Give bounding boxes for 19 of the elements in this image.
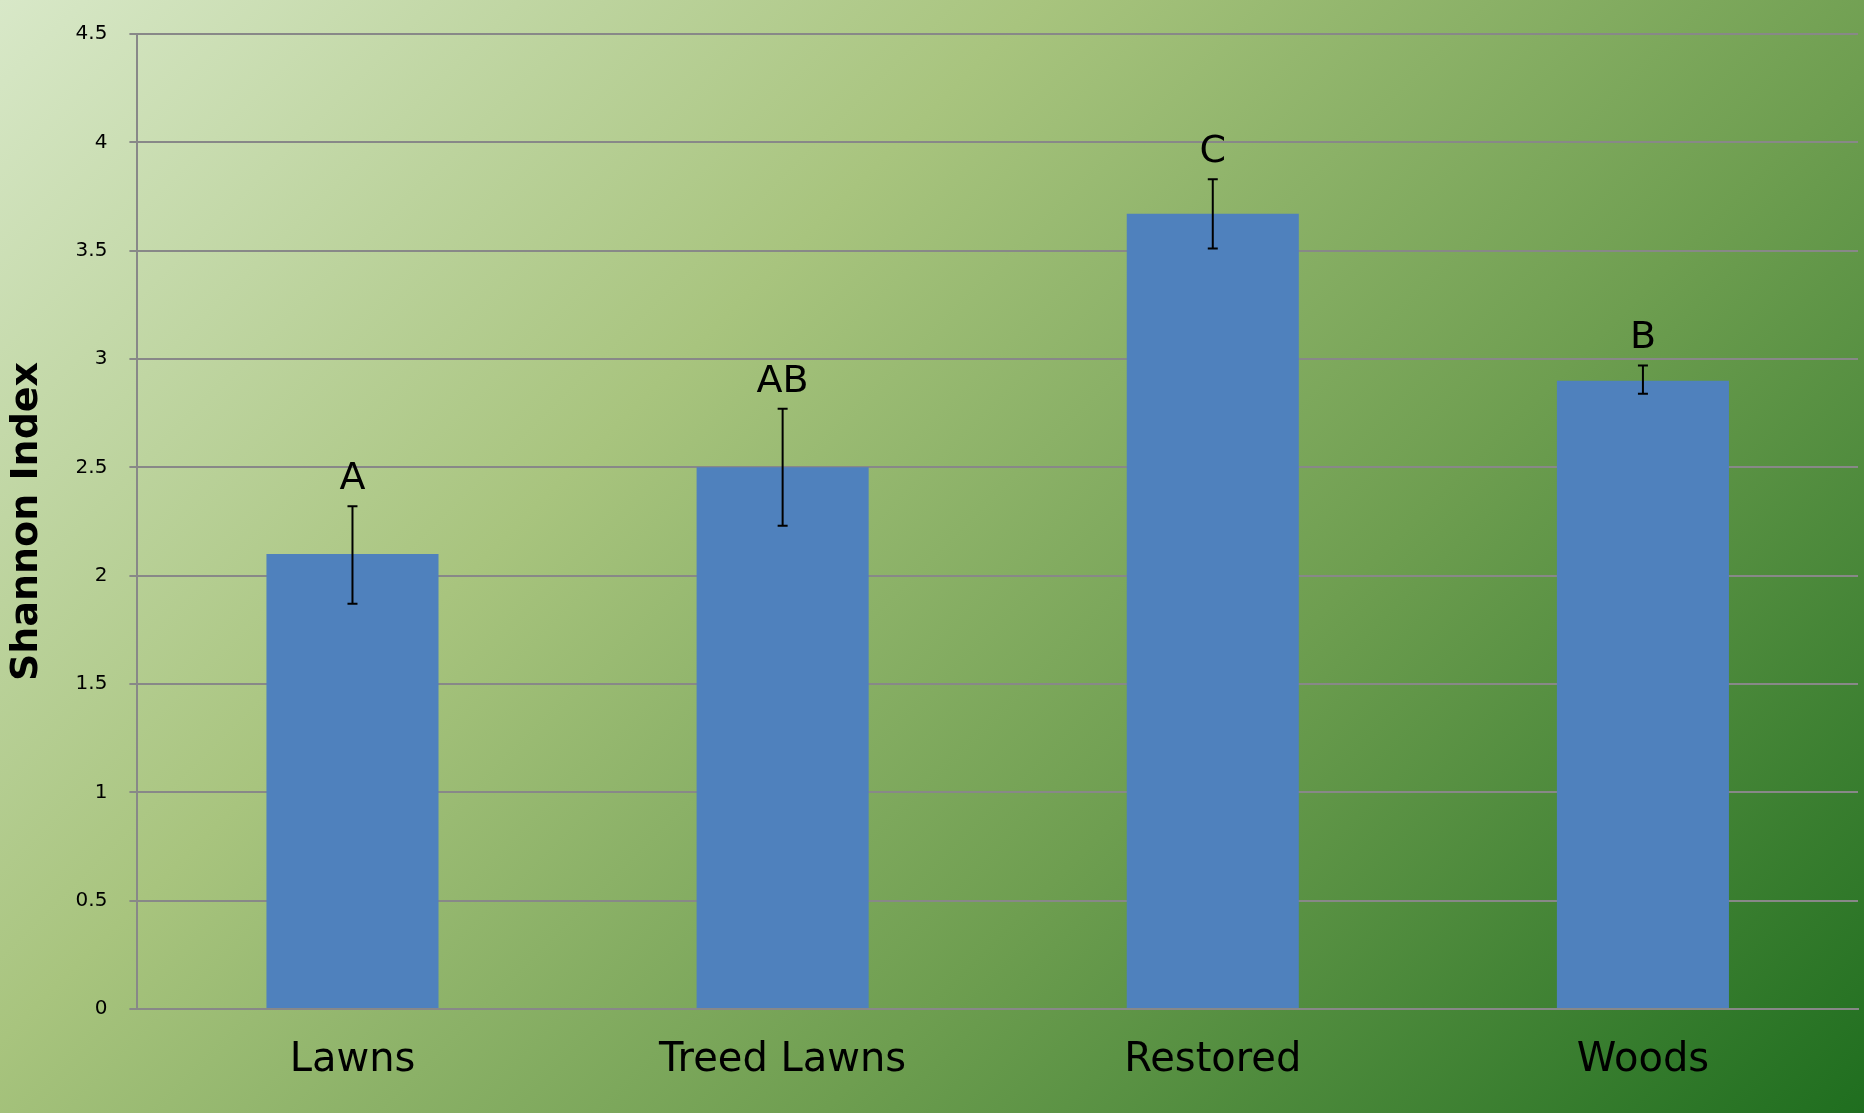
x-tick-label: Treed Lawns [658, 1034, 907, 1081]
y-tick-label: 2.5 [75, 453, 108, 478]
y-tick-label: 4.5 [75, 20, 108, 45]
annotation: B [1629, 313, 1656, 358]
y-tick-label: 3 [94, 345, 108, 370]
y-tick-label: 3.5 [75, 236, 108, 261]
y-tick-label: 2 [94, 561, 108, 586]
y-tick-label: 0.5 [75, 886, 108, 911]
y-axis-title: Shannon Index [1, 361, 46, 682]
x-tick-label: Restored [1124, 1034, 1302, 1081]
y-tick-label: 4 [94, 128, 108, 153]
annotation: AB [756, 356, 809, 401]
annotation: C [1199, 127, 1227, 172]
x-tick-label: Woods [1576, 1034, 1710, 1081]
y-tick-label: 0 [94, 995, 108, 1020]
x-tick-label: Lawns [289, 1034, 416, 1081]
y-tick-label: 1 [94, 778, 108, 803]
y-tick-label: 1.5 [75, 670, 108, 695]
annotation: A [339, 454, 366, 499]
